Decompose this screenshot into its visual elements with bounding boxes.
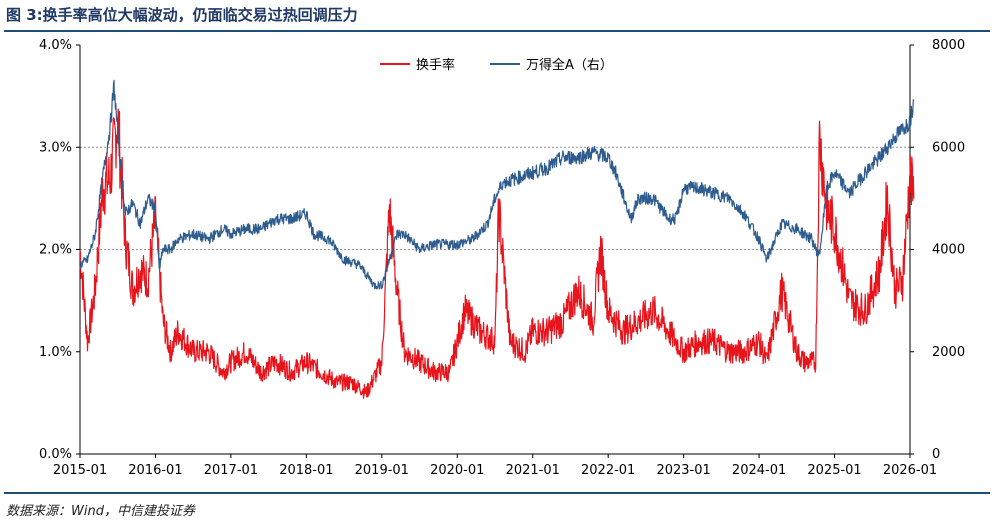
x-tick-label: 2015-01 (53, 463, 107, 478)
series-turnover-line (79, 108, 915, 399)
x-tick-label: 2023-01 (656, 463, 710, 478)
right-tick-label: 2000 (932, 345, 965, 360)
x-tick-label: 2019-01 (355, 463, 409, 478)
left-tick-label: 3.0% (39, 140, 72, 155)
left-tick-label: 0.0% (39, 447, 72, 462)
axes: 0.0% 1.0% 2.0% 3.0% 4.0% 0 2000 4000 6000 8000 201… (39, 38, 965, 478)
x-tick-label: 2022-01 (581, 463, 635, 478)
left-tick-label: 1.0% (39, 345, 72, 360)
right-tick-label: 8000 (932, 38, 965, 53)
series-wind-a-line (79, 79, 915, 290)
left-tick-label: 4.0% (39, 38, 72, 53)
left-tick-label: 2.0% (39, 243, 72, 258)
x-tick-label: 2025-01 (807, 463, 861, 478)
series-layer (79, 79, 915, 399)
x-tick-label: 2020-01 (430, 463, 484, 478)
right-tick-label: 4000 (932, 243, 965, 258)
x-tick-label: 2024-01 (732, 463, 786, 478)
x-tick-label: 2016-01 (128, 463, 182, 478)
top-rule (4, 30, 990, 32)
source-note: 数据来源：Wind，中信建投证券 (6, 504, 195, 519)
x-tick-label: 2021-01 (506, 463, 560, 478)
chart-title: 图 3:换手率高位大幅波动，仍面临交易过热回调压力 (6, 6, 358, 24)
legend: 换手率 万得全A（右） (380, 57, 613, 73)
right-tick-label: 0 (932, 447, 940, 462)
x-tick-label: 2017-01 (204, 463, 258, 478)
legend-label: 万得全A（右） (526, 57, 613, 73)
bottom-rule (4, 492, 990, 494)
right-tick-label: 6000 (932, 140, 965, 155)
legend-label: 换手率 (416, 57, 455, 73)
x-tick-label: 2018-01 (279, 463, 333, 478)
x-tick-label: 2026-01 (883, 463, 937, 478)
